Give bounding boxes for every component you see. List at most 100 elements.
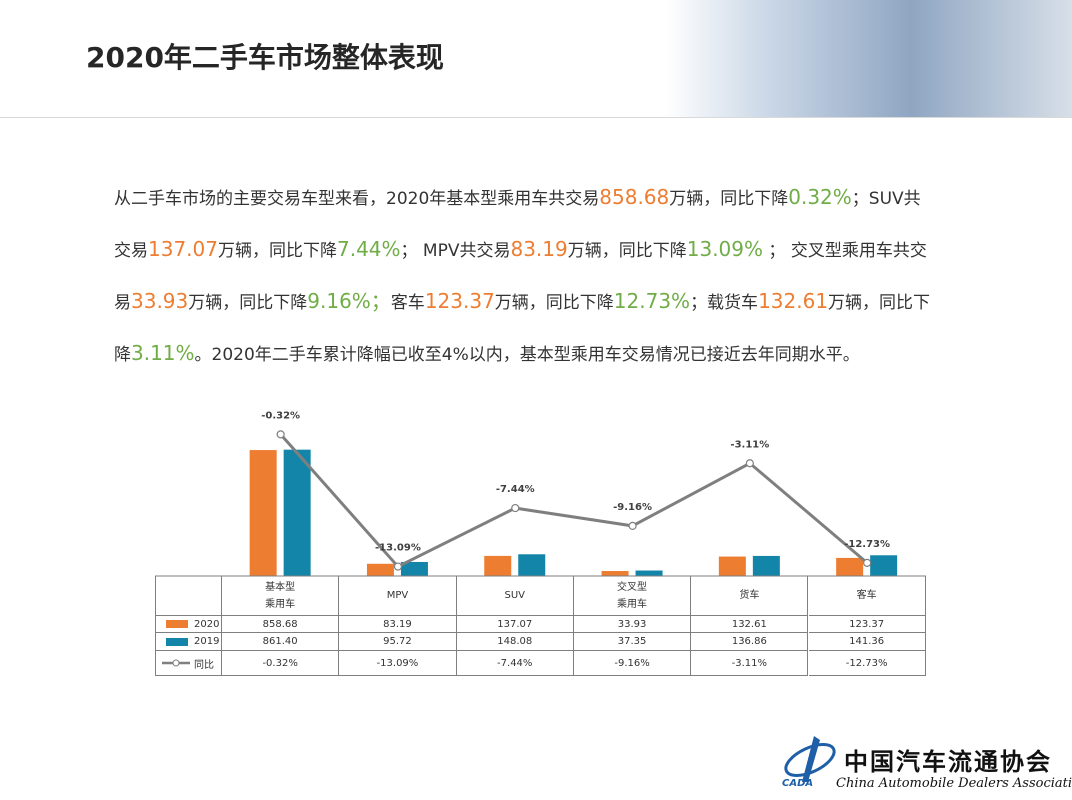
body-text: 。2020年二手车累计降幅已收至4%以内，基本型乘用车交易情况已接近去年同期水平… [194, 345, 860, 365]
body-text: 客车 [390, 293, 425, 313]
body-text: ；载货车 [690, 293, 759, 313]
data-label: -12.73% [844, 539, 890, 550]
table-value: 37.35 [573, 633, 692, 651]
chart: -0.32% -13.09% -7.44% -9.16% -3.11% -12.73% [155, 410, 926, 577]
highlight-text: 0.32% [788, 185, 852, 209]
line-point [393, 562, 403, 571]
table-value-text: 137.07 [497, 618, 533, 630]
slide-title: 2020年二手车市场整体表现 [86, 41, 444, 74]
body-text: 万辆，同比下降 [217, 241, 337, 261]
table-value: 83.19 [339, 616, 457, 633]
line-point [863, 558, 872, 567]
highlight-text: 9.16%； [307, 289, 391, 313]
table-value-text: -3.11% [731, 657, 768, 669]
table-corner [155, 576, 222, 616]
legend-label: 2019 [194, 636, 220, 647]
bar [400, 561, 428, 576]
table-value-text: 861.40 [262, 636, 298, 647]
bar [283, 449, 311, 576]
highlight-text: 858.68 [599, 185, 670, 209]
table-value-text: -12.73% [845, 657, 888, 669]
data-label: -0.32% [261, 410, 300, 421]
legend-entry: 同比 [155, 651, 222, 676]
table-value-text: 132.61 [731, 618, 767, 630]
bar [601, 571, 629, 576]
bar [870, 555, 898, 576]
highlight-text: 12.73% [613, 289, 691, 313]
line-point [628, 521, 637, 530]
table-value-text: -7.44% [497, 657, 533, 669]
table-value-text: -0.32% [262, 657, 298, 669]
logo-icon [784, 736, 836, 782]
table-value-text: -9.16% [614, 657, 650, 669]
logo-cn: 中国汽车流通协会 [844, 747, 1052, 776]
table-value-text: 141.36 [849, 636, 885, 647]
highlight-text: 7.44% [336, 237, 401, 261]
body-text: 从二手车市场的主要交易车型来看，2020年基本型乘用车共交易 [114, 189, 600, 209]
legend-swatch [162, 659, 190, 667]
body-text: ； MPV共交易 [400, 241, 511, 261]
table-value: 141.36 [808, 633, 926, 651]
category-label-text: 基本型乘用车 [265, 581, 296, 610]
category-label-text: 货车 [739, 590, 760, 601]
table-value: 132.61 [691, 616, 809, 633]
table-value-text: 148.08 [497, 636, 533, 647]
table-value-text: 858.68 [262, 618, 298, 630]
category-label-text: 交叉型乘用车 [617, 581, 648, 610]
table-value-text: 136.86 [731, 636, 767, 647]
bar [484, 555, 512, 576]
table-value-text: -13.09% [376, 657, 419, 669]
highlight-text: 3.11% [131, 341, 195, 365]
highlight-text: 33.93 [131, 289, 189, 313]
line [279, 433, 869, 569]
legend-label: 同比 [194, 659, 214, 671]
logo-abbr: CADA [782, 778, 814, 789]
body-text: ；SUV共交易 [114, 189, 921, 261]
table-value: 136.86 [691, 633, 809, 651]
table-value: 137.07 [456, 616, 574, 633]
bar [635, 570, 663, 576]
data-label: -7.44% [496, 484, 535, 495]
category-label: SUV [456, 576, 574, 616]
body-text: 万辆，同比下降 [567, 241, 687, 261]
table-value: 861.40 [222, 633, 340, 651]
data-label: -9.16% [613, 502, 652, 513]
category-label: 货车 [691, 576, 809, 616]
table-value: 95.72 [339, 633, 457, 651]
category-label: 基本型乘用车 [222, 576, 340, 616]
table-value-text: 95.72 [383, 636, 412, 647]
body-text: 万辆，同比下降 [114, 293, 931, 365]
body-text: 万辆，同比下降 [669, 189, 789, 209]
category-label: MPV [339, 576, 457, 616]
table-value: 148.08 [456, 633, 574, 651]
table-value: -12.73% [808, 651, 926, 676]
logo-en: China Automobile Dealers Association [836, 776, 1072, 791]
bar [366, 563, 394, 576]
highlight-text: 137.07 [148, 237, 218, 261]
legend-swatch [166, 620, 188, 628]
body-text: ； 交叉型乘用车共交易 [114, 241, 927, 313]
highlight-text: 13.09% [686, 237, 764, 261]
line-point [745, 459, 754, 468]
data-label: -3.11% [730, 439, 769, 450]
table-value-text: 123.37 [849, 618, 885, 630]
table-value-text: 37.35 [617, 636, 647, 647]
category-label: 交叉型乘用车 [573, 576, 692, 616]
legend-swatch [166, 637, 188, 646]
category-label-text: MPV [386, 590, 409, 601]
table-value: 33.93 [573, 616, 692, 633]
bar [718, 556, 746, 576]
data-label: -13.09% [375, 543, 421, 554]
table-value-text: 83.19 [383, 618, 412, 630]
table-value: -7.44% [456, 651, 574, 676]
table-value: 858.68 [222, 616, 340, 633]
table-value: -3.11% [691, 651, 809, 676]
table-value: -13.09% [339, 651, 457, 676]
table-value: -0.32% [222, 651, 340, 676]
highlight-text: 123.37 [424, 289, 495, 313]
highlight-text: 132.61 [758, 289, 829, 313]
legend-entry: 2019 [155, 633, 222, 651]
line-point [276, 430, 285, 439]
category-label: 客车 [808, 576, 926, 616]
